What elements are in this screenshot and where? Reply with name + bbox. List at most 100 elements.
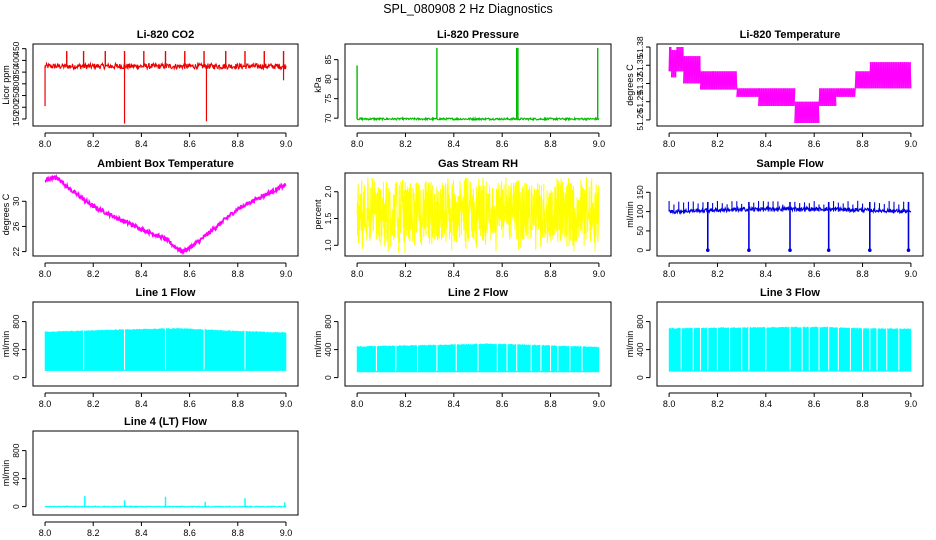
x-tick-label: 8.8 bbox=[544, 139, 557, 149]
x-tick-label: 8.0 bbox=[39, 399, 52, 409]
x-tick-label: 8.8 bbox=[232, 528, 245, 538]
x-tick-label: 8.4 bbox=[135, 269, 148, 279]
x-tick-label: 8.0 bbox=[663, 269, 676, 279]
y-tick-label: 800 bbox=[635, 314, 645, 328]
y-tick-label: 50 bbox=[635, 226, 645, 236]
x-tick-label: 8.6 bbox=[183, 528, 196, 538]
page-title: SPL_080908 2 Hz Diagnostics bbox=[383, 2, 553, 16]
data-series bbox=[668, 200, 912, 253]
temperature-band-fill bbox=[683, 56, 701, 84]
y-tick-label: 300 bbox=[11, 76, 21, 90]
plot-frame bbox=[32, 301, 299, 387]
y-tick-label: 1.0 bbox=[323, 239, 333, 251]
plot-frame bbox=[656, 43, 924, 127]
flow-dip-point bbox=[788, 248, 792, 253]
y-tick-label: 51.38 bbox=[635, 36, 645, 58]
y-axis-label: percent bbox=[313, 199, 323, 230]
flow-dip-point bbox=[906, 248, 911, 253]
x-tick-label: 8.6 bbox=[496, 139, 509, 149]
y-tick-label: 51.29 bbox=[635, 91, 645, 113]
x-tick-label: 8.2 bbox=[711, 269, 724, 279]
y-tick-label: 26 bbox=[11, 221, 21, 231]
flow-dip-point bbox=[747, 248, 751, 253]
x-tick-label: 8.4 bbox=[448, 269, 461, 279]
y-axis-label: ml/min bbox=[625, 331, 635, 358]
chart-title: Ambient Box Temperature bbox=[97, 158, 234, 170]
x-tick-label: 8.8 bbox=[856, 139, 869, 149]
x-tick-label: 8.8 bbox=[232, 399, 245, 409]
y-axis-label: ml/min bbox=[1, 460, 11, 487]
x-tick-label: 9.0 bbox=[593, 139, 606, 149]
x-tick-label: 8.4 bbox=[760, 399, 773, 409]
x-tick-label: 8.8 bbox=[856, 399, 869, 409]
flow-dip-point bbox=[826, 248, 831, 253]
x-tick-label: 9.0 bbox=[905, 139, 918, 149]
temperature-trace bbox=[44, 174, 287, 255]
chart-panel: Li-820 CO2 Licor ppm 8.0 8.2 8.4 8.6 8.8 9.0 150… bbox=[1, 29, 299, 149]
data-series bbox=[44, 51, 287, 124]
signal-trace bbox=[356, 115, 600, 122]
rh-trace bbox=[356, 177, 600, 253]
x-tick-label: 8.2 bbox=[87, 399, 100, 409]
x-tick-label: 8.4 bbox=[448, 139, 461, 149]
temperature-band-fill bbox=[736, 88, 759, 97]
chart-title: Gas Stream RH bbox=[438, 158, 518, 170]
chart-panel: Ambient Box Temperature degrees C 8.0 8.2 8.… bbox=[1, 158, 299, 279]
y-axis-label: ml/min bbox=[625, 201, 635, 228]
x-tick-label: 9.0 bbox=[280, 399, 293, 409]
temperature-band bbox=[818, 88, 837, 107]
y-tick-label: 100 bbox=[635, 204, 645, 218]
y-tick-label: 0 bbox=[635, 375, 645, 380]
plot-frame bbox=[32, 430, 299, 516]
x-tick-label: 9.0 bbox=[280, 528, 293, 538]
temperature-band-fill bbox=[758, 88, 795, 106]
y-tick-label: 1.5 bbox=[323, 212, 333, 224]
plot-frame bbox=[32, 43, 299, 127]
y-tick-label: 2.0 bbox=[323, 186, 333, 198]
plot-frame bbox=[656, 172, 924, 257]
data-series bbox=[668, 46, 912, 124]
flow-dip-point bbox=[705, 248, 710, 253]
x-tick-label: 8.2 bbox=[711, 399, 724, 409]
chart-title: Li-820 CO2 bbox=[137, 29, 194, 41]
x-tick-label: 8.4 bbox=[760, 269, 773, 279]
y-tick-label: 400 bbox=[11, 471, 21, 485]
x-tick-label: 8.0 bbox=[39, 139, 52, 149]
x-tick-label: 8.0 bbox=[663, 399, 676, 409]
y-axis-label: Licor ppm bbox=[1, 65, 11, 105]
x-tick-label: 8.0 bbox=[39, 269, 52, 279]
x-tick-label: 8.8 bbox=[856, 269, 869, 279]
x-tick-label: 8.4 bbox=[135, 399, 148, 409]
y-tick-label: 85 bbox=[323, 55, 333, 65]
chart-title: Line 3 Flow bbox=[760, 287, 820, 299]
chart-panel: Gas Stream RH percent 8.0 8.2 8.4 8.6 8.8 9.0 1.… bbox=[313, 158, 612, 279]
x-tick-label: 8.0 bbox=[351, 139, 364, 149]
x-tick-label: 8.6 bbox=[496, 269, 509, 279]
temperature-band-fill bbox=[712, 71, 737, 90]
chart-panel: Li-820 Temperature degrees C 8.0 8.2 8.4 8.6 8… bbox=[625, 29, 924, 149]
y-tick-label: 51.32 bbox=[635, 73, 645, 95]
temperature-band-fill bbox=[869, 62, 911, 89]
y-axis-label: ml/min bbox=[1, 331, 11, 358]
plot-frame bbox=[344, 301, 612, 387]
temperature-band-fill bbox=[676, 47, 684, 72]
x-tick-label: 9.0 bbox=[905, 399, 918, 409]
y-axis-label: degrees C bbox=[1, 193, 11, 235]
x-tick-label: 8.4 bbox=[135, 528, 148, 538]
chart-title: Line 2 Flow bbox=[448, 287, 508, 299]
plot-frame bbox=[32, 172, 299, 257]
x-tick-label: 8.0 bbox=[663, 139, 676, 149]
x-tick-label: 8.2 bbox=[87, 269, 100, 279]
plot-frame bbox=[344, 172, 612, 257]
chart-panel: Line 3 Flow ml/min 8.0 8.2 8.4 8.6 8.8 9.0 0 400 8… bbox=[625, 287, 924, 409]
y-tick-label: 800 bbox=[323, 314, 333, 328]
y-tick-label: 350 bbox=[11, 65, 21, 79]
x-tick-label: 8.6 bbox=[808, 399, 821, 409]
x-tick-label: 8.2 bbox=[399, 399, 412, 409]
temperature-band-fill bbox=[835, 88, 856, 97]
temperature-band-fill bbox=[794, 101, 820, 123]
y-tick-label: 0 bbox=[11, 375, 21, 380]
y-tick-label: 150 bbox=[635, 185, 645, 199]
x-tick-label: 9.0 bbox=[593, 269, 606, 279]
